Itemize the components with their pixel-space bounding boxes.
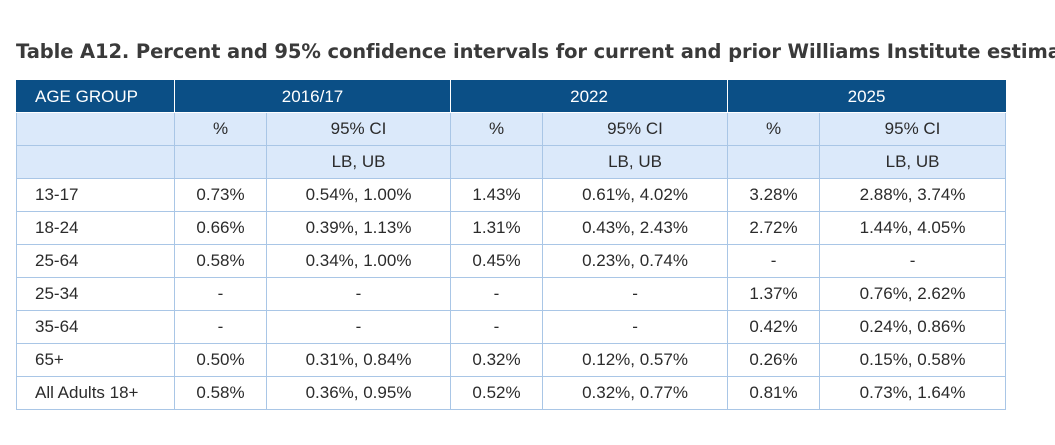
age-group-cell: 25-34 [16,277,175,311]
ci-cell: 0.31%, 0.84% [265,343,452,377]
age-group-cell: 25-64 [16,244,175,278]
age-group-cell: 35-64 [16,310,175,344]
ci-cell: 0.76%, 2.62% [819,277,1007,311]
percent-cell: 1.31% [450,211,544,245]
estimates-table: AGE GROUP 2016/17 2022 2025 % 95% CI % 9… [16,80,1007,410]
ci-cell: 0.23%, 0.74% [542,244,729,278]
table-row: All Adults 18+ 0.58% 0.36%, 0.95% 0.52% 0.32… [16,376,1007,410]
percent-cell: - [450,277,544,311]
percent-cell: - [450,310,544,344]
ci-cell: 0.54%, 1.00% [265,178,452,212]
percent-cell: - [174,277,267,311]
subheader-ci: 95% CI [819,112,1007,146]
percent-cell: 0.32% [450,343,544,377]
subheader-percent: % [174,112,267,146]
subheader-empty-cell [16,145,175,179]
subheader-ci: 95% CI [542,112,729,146]
ci-cell: 0.34%, 1.00% [265,244,452,278]
percent-cell: 0.81% [727,376,821,410]
age-group-cell: All Adults 18+ [16,376,175,410]
percent-cell: 3.28% [727,178,821,212]
header-age-group: AGE GROUP [16,80,175,113]
table-title: Table A12. Percent and 95% confidence in… [16,40,1055,63]
ci-cell: 1.44%, 4.05% [819,211,1007,245]
ci-cell: 2.88%, 3.74% [819,178,1007,212]
header-period-2022: 2022 [450,80,729,113]
ci-cell: 0.73%, 1.64% [819,376,1007,410]
ci-cell: - [265,310,452,344]
subheader-empty-cell [16,112,175,146]
percent-cell: 0.58% [174,376,267,410]
header-period-2016-17: 2016/17 [173,80,452,113]
table-row: 25-34- - - -1.37% 0.76%, 2.62% [16,277,1007,311]
percent-cell: 0.58% [174,244,267,278]
table-row: 18-24 0.66% 0.39%, 1.13% 1.31% 0.43%, 2.43% 2… [16,211,1007,245]
header-row: AGE GROUP 2016/17 2022 2025 [16,80,1007,113]
percent-cell: 0.42% [727,310,821,344]
percent-cell: 0.66% [174,211,267,245]
ci-cell: 0.32%, 0.77% [542,376,729,410]
subheader-row: % 95% CI % 95% CI % 95% CI [16,112,1007,146]
percent-cell: 1.43% [450,178,544,212]
subheader-percent: % [727,112,821,146]
subheader-empty-cell [174,145,267,179]
subheader-bounds-row: LB, UB LB, UB LB, UB [16,145,1007,179]
ci-cell: - [542,277,729,311]
subheader-ci: 95% CI [265,112,452,146]
percent-cell: 0.45% [450,244,544,278]
percent-cell: 0.73% [174,178,267,212]
percent-cell: 1.37% [727,277,821,311]
header-period-2025: 2025 [727,80,1007,113]
subheader-bounds: LB, UB [265,145,452,179]
ci-cell: 0.36%, 0.95% [265,376,452,410]
age-group-cell: 13-17 [16,178,175,212]
percent-cell: 2.72% [727,211,821,245]
percent-cell: 0.26% [727,343,821,377]
percent-cell: 0.50% [174,343,267,377]
ci-cell: 0.43%, 2.43% [542,211,729,245]
age-group-cell: 18-24 [16,211,175,245]
ci-cell: 0.39%, 1.13% [265,211,452,245]
subheader-percent: % [450,112,544,146]
subheader-empty-cell [727,145,821,179]
percent-cell: - [727,244,821,278]
table-row: 13-17 0.73% 0.54%, 1.00% 1.43% 0.61%, 4.02% 3… [16,178,1007,212]
age-group-cell: 65+ [16,343,175,377]
table-row: 35-64- - - -0.42% 0.24%, 0.86% [16,310,1007,344]
ci-cell: 0.12%, 0.57% [542,343,729,377]
ci-cell: 0.24%, 0.86% [819,310,1007,344]
subheader-bounds: LB, UB [819,145,1007,179]
table-row: 65+ 0.50% 0.31%, 0.84% 0.32% 0.12%, 0.57% 0.2… [16,343,1007,377]
ci-cell: - [542,310,729,344]
table-body: 13-17 0.73% 0.54%, 1.00% 1.43% 0.61%, 4.02% 3… [16,178,1007,410]
subheader-bounds: LB, UB [542,145,729,179]
subheader-empty-cell [450,145,544,179]
percent-cell: 0.52% [450,376,544,410]
table-row: 25-64 0.58% 0.34%, 1.00% 0.45% 0.23%, 0.74% -… [16,244,1007,278]
ci-cell: 0.61%, 4.02% [542,178,729,212]
percent-cell: - [174,310,267,344]
ci-cell: - [819,244,1007,278]
ci-cell: - [265,277,452,311]
ci-cell: 0.15%, 0.58% [819,343,1007,377]
